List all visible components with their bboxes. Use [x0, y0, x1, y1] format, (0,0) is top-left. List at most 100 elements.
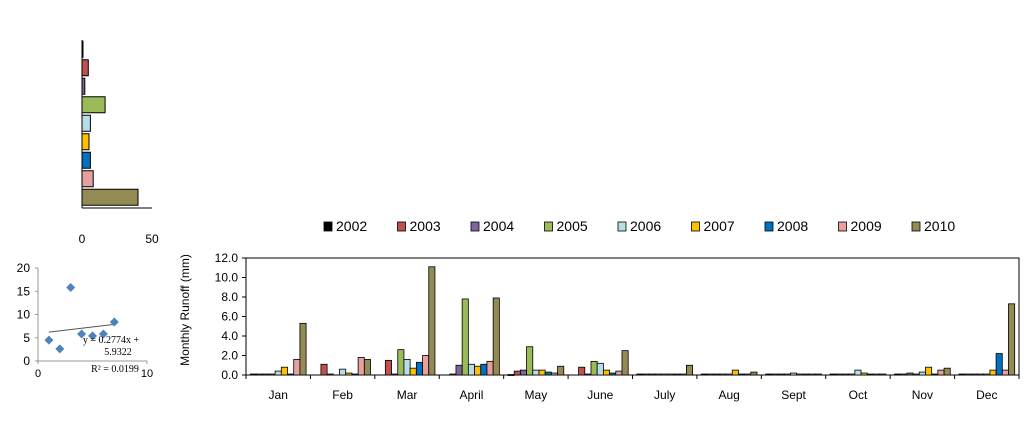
main-x-tick-label: May	[525, 388, 548, 402]
main-x-tick-label: Feb	[332, 388, 353, 402]
hbar-x-tick-0: 0	[79, 232, 86, 246]
bar-2002-Nov	[894, 373, 902, 376]
main-y-tick-label: 6.0	[221, 310, 238, 324]
hbar-bar-2006	[81, 114, 91, 132]
bar-2009-Nov	[937, 369, 945, 376]
bar-2006-April	[467, 363, 475, 376]
main-y-tick-label: 4.0	[221, 329, 238, 343]
scatter-chart: 0 5 10 15 20 0 10 y = 0.2774x + 5.9322 R² = 0.…	[17, 261, 153, 380]
bar-2008-May	[544, 371, 552, 376]
bar-2003-Aug	[707, 373, 715, 376]
bar-2003-Jan	[256, 373, 264, 376]
legend-label-2005: 2005	[557, 218, 588, 234]
bar-2002-Oct	[829, 373, 837, 376]
bar-2006-Feb	[339, 368, 347, 376]
main-x-tick-label: Aug	[718, 388, 739, 402]
bar-2007-Mar	[409, 367, 417, 376]
main-y-tick-label: 2.0	[221, 349, 238, 363]
legend-swatch-2010	[911, 221, 921, 232]
bar-2003-Feb	[320, 363, 328, 376]
scatter-point	[44, 335, 54, 345]
bar-2005-Sept	[783, 373, 791, 376]
bar-2004-Aug	[713, 373, 721, 376]
bar-2002-July	[636, 373, 644, 376]
bar-2005-April	[461, 298, 469, 376]
bar-2009-Mar	[422, 355, 430, 376]
bar-2003-May	[513, 370, 521, 376]
bar-2010-June	[621, 350, 629, 376]
legend-label-2002: 2002	[336, 218, 367, 234]
main-x-tick-label: Oct	[849, 388, 868, 402]
main-x-tick-label: Sept	[781, 388, 806, 402]
trend-equation-line-1: y = 0.2774x +	[83, 335, 140, 346]
bar-2007-May	[538, 369, 546, 376]
bar-2008-July	[673, 373, 681, 376]
bar-2002-Sept	[765, 373, 773, 376]
bar-2003-Nov	[900, 373, 908, 376]
bar-2010-Feb	[363, 358, 371, 376]
legend-label-2004: 2004	[483, 218, 514, 234]
scatter-y-tick-label: 0	[23, 354, 30, 368]
bar-2008-April	[480, 363, 488, 376]
bar-2010-Aug	[750, 371, 758, 376]
bar-2006-Dec	[983, 373, 991, 376]
bar-2009-June	[615, 370, 623, 376]
bar-2010-July	[686, 364, 694, 376]
bar-2005-Oct	[848, 373, 856, 376]
bar-2004-April	[455, 364, 463, 376]
scatter-x-tick-label: 0	[35, 368, 41, 380]
bar-2009-Oct	[873, 373, 881, 376]
main-x-tick-label: July	[654, 388, 675, 402]
bar-2005-Dec	[977, 373, 985, 376]
hbar-bar-2003	[81, 59, 89, 77]
scatter-point	[109, 317, 119, 327]
bar-2010-Oct	[879, 373, 887, 376]
bar-2002-May	[507, 374, 515, 376]
main-x-tick-label: April	[459, 388, 483, 402]
bar-2005-July	[655, 373, 663, 376]
main-x-tick-label: June	[587, 388, 613, 402]
main-y-tick-label: 0.0	[221, 368, 238, 382]
bar-2004-Mar	[391, 373, 399, 376]
bar-2006-Nov	[918, 371, 926, 376]
bar-2002-Jan	[249, 373, 257, 376]
bar-2010-May	[557, 365, 565, 376]
trendline	[48, 323, 115, 333]
hbar-bar-2007	[81, 133, 90, 151]
bar-2008-Dec	[995, 353, 1003, 376]
bar-2008-Jan	[287, 373, 295, 376]
bar-2007-Aug	[731, 369, 739, 376]
bar-2006-Mar	[403, 358, 411, 376]
bar-2004-July	[648, 373, 656, 376]
bar-2003-Mar	[384, 359, 392, 376]
legend-swatch-2002	[323, 221, 333, 232]
bar-2002-Aug	[700, 373, 708, 376]
bar-2008-Aug	[738, 373, 746, 376]
bar-2007-Oct	[860, 372, 868, 376]
legend-label-2008: 2008	[777, 218, 808, 234]
scatter-x-tick-label: 10	[141, 368, 153, 380]
bar-2010-Nov	[943, 367, 951, 376]
scatter-y-tick-label: 10	[17, 308, 31, 322]
main-x-tick-label: Jan	[269, 388, 288, 402]
bar-2004-Dec	[970, 373, 978, 376]
legend-swatch-2007	[691, 221, 700, 232]
bar-2003-June	[578, 366, 586, 376]
bar-2006-Jan	[274, 370, 282, 376]
bar-2006-July	[661, 373, 669, 376]
hbar-bar-2002	[81, 40, 84, 58]
main-y-axis-label: Monthly Runoff (mm)	[178, 254, 192, 366]
bar-2003-Sept	[771, 373, 779, 376]
bar-2009-Aug	[744, 373, 752, 376]
bar-2005-Aug	[719, 373, 727, 376]
main-x-tick-label: Mar	[397, 388, 418, 402]
bar-2009-April	[486, 360, 494, 376]
hbar-bar-2004	[81, 77, 86, 95]
bar-2007-July	[667, 373, 675, 376]
bar-2003-Dec	[964, 373, 972, 376]
bar-2010-Dec	[1008, 303, 1016, 376]
scatter-y-tick-label: 5	[23, 331, 30, 345]
bar-2004-Jan	[262, 373, 270, 376]
scatter-point	[77, 329, 87, 339]
